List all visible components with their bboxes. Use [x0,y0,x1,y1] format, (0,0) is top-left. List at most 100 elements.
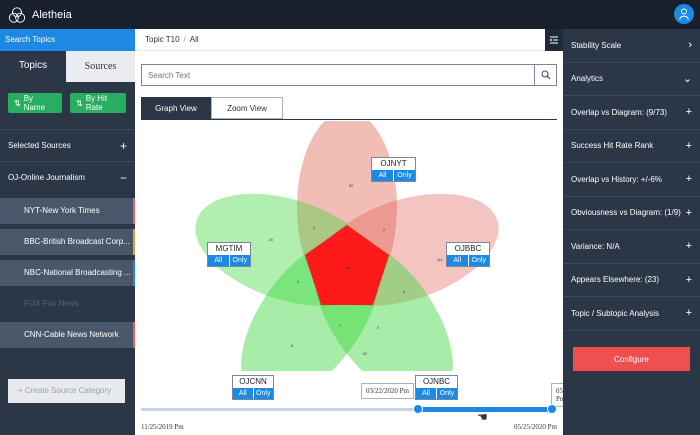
venn-shapes: 104 60 116 52 8 20 3 2 4 7 0 0 7 [195,111,499,403]
only-button[interactable]: Only [436,388,457,399]
create-source-category-button[interactable]: + Create Source Category [8,379,125,403]
overlap-vs-diagram-item[interactable]: Overlap vs Diagram: (9/73) + [563,96,700,130]
selected-sources-row[interactable]: Selected Sources + [0,129,135,161]
all-button[interactable]: All [447,255,468,266]
timeline-slider: 03/22/2020 Pm 05/25/2020 Pm ☚ 11/25/2019… [141,380,593,435]
venn-label-ojnbc: OJNBC All Only [415,375,458,400]
all-button[interactable]: All [416,388,436,399]
timeline-end-date: 05/25/2020 Pm [514,423,557,431]
range-start-handle[interactable] [413,404,424,414]
top-bar: Aletheia [0,0,700,29]
plus-icon[interactable]: + [685,206,692,219]
source-accent-bar [133,198,135,224]
chevron-down-icon[interactable]: ⌄ [682,73,692,86]
venn-diagram: 104 60 116 52 8 20 3 2 4 7 0 0 7 OJNYT A… [135,111,563,403]
success-hit-rate-item[interactable]: Success Hit Rate Rank + [563,130,700,163]
venn-label-ojnyt: OJNYT All Only [371,157,416,182]
logo-icon [8,6,26,23]
venn-region-counts: 104 60 116 52 8 20 3 2 4 7 0 0 7 [269,184,443,356]
tab-sources[interactable]: Sources [66,51,135,82]
sort-row: ⇅ By Name ⇅ By Hit Rate [0,82,135,129]
plus-icon[interactable]: + [685,273,692,286]
sort-by-name-button[interactable]: ⇅ By Name [8,93,62,113]
topic-subtopic-item[interactable]: Topic / Subtopic Analysis + [563,297,700,331]
source-accent-bar [133,260,135,286]
sort-by-hit-rate-button[interactable]: ⇅ By Hit Rate [70,93,126,113]
only-button[interactable]: Only [467,255,489,266]
plus-icon[interactable]: + [685,307,692,320]
source-item-bbc[interactable]: BBC-British Broadcast Corp... [0,229,135,255]
category-row[interactable]: OJ-Online Journalism − [0,161,135,193]
only-button[interactable]: Only [393,170,415,181]
breadcrumb-section[interactable]: All [189,35,199,44]
tab-topics[interactable]: Topics [0,51,66,82]
search-box [141,64,557,86]
sidebar-tabs: Topics Sources [0,51,135,82]
appears-elsewhere-item[interactable]: Appears Elsewhere: (23) + [563,264,700,297]
svg-text:8: 8 [291,344,293,348]
breadcrumb: Topic T10/All [135,29,563,51]
source-item-cnn[interactable]: CNN-Cable News Network [0,322,135,348]
venn-label-mgtim: MGTIM All Only [207,242,251,267]
source-item-fox[interactable]: FOX-Fox News [0,291,135,317]
source-item-nbc[interactable]: NBC-National Broadcasting ... [0,260,135,286]
range-start-tooltip: 03/22/2020 Pm [361,383,414,399]
breadcrumb-topic[interactable]: Topic T10 [145,35,180,44]
source-item-nyt[interactable]: NYT-New York Times [0,198,135,224]
svg-text:20: 20 [269,238,273,242]
timeline-selected-range [418,407,552,412]
sort-icon: ⇅ [76,98,83,108]
venn-center-region [305,225,389,305]
svg-text:0: 0 [377,326,379,330]
range-end-handle[interactable] [547,404,557,414]
menu-icon[interactable] [545,29,563,51]
svg-text:52: 52 [363,352,367,356]
analytics-item[interactable]: Analytics ⌄ [563,63,700,96]
search-icon[interactable] [534,65,556,85]
chevron-right-icon[interactable]: › [688,39,692,52]
plus-icon[interactable]: + [685,139,692,152]
user-icon[interactable] [674,4,694,24]
tab-zoom-view[interactable]: Zoom View [211,97,283,119]
obviousness-item[interactable]: Obviousness vs Diagram: (1/9) + [563,197,700,230]
plus-icon[interactable]: + [685,106,692,119]
svg-text:7: 7 [339,324,341,328]
svg-text:60: 60 [349,184,353,188]
breadcrumb-separator: / [183,35,186,44]
stability-scale-item[interactable]: Stability Scale › [563,29,700,63]
configure-button[interactable]: Configure [573,347,690,371]
only-button[interactable]: Only [228,255,250,266]
tab-graph-view[interactable]: Graph View [141,97,211,119]
svg-text:3: 3 [313,226,315,230]
venn-label-ojbbc: OJBBC All Only [446,242,490,267]
all-button[interactable]: All [233,388,253,399]
minus-icon[interactable]: − [119,170,127,185]
timeline-track[interactable] [141,408,557,411]
all-button[interactable]: All [372,170,393,181]
search-topics[interactable]: Search Topics [0,29,135,51]
search-input[interactable] [142,65,532,85]
svg-text:7: 7 [325,244,327,248]
source-accent-bar [133,322,135,348]
plus-icon[interactable]: + [685,173,692,186]
variance-item[interactable]: Variance: N/A + [563,230,700,264]
source-accent-bar [133,229,135,255]
main-panel: Topic T10/All Graph View Zoom View 104 [135,29,593,435]
sort-icon: ⇅ [14,98,21,108]
svg-text:116: 116 [437,258,443,262]
left-sidebar: Search Topics Topics Sources ⇅ By Name ⇅… [0,29,135,435]
svg-text:4: 4 [403,290,405,294]
drag-cursor-icon: ☚ [477,410,488,424]
all-button[interactable]: All [208,255,229,266]
svg-text:2: 2 [383,228,385,232]
plus-icon[interactable]: + [685,240,692,253]
overlap-vs-history-item[interactable]: Overlap vs History: +/-6% + [563,163,700,197]
svg-text:104: 104 [345,266,351,270]
timeline-start-date: 11/25/2019 Pm [141,423,184,431]
right-panel: Stability Scale › Analytics ⌄ Overlap vs D… [563,29,700,435]
view-tabs: Graph View Zoom View [141,97,283,119]
divider [141,119,557,120]
only-button[interactable]: Only [252,388,273,399]
plus-icon[interactable]: + [119,138,127,153]
venn-label-ojcnn: OJCNN All Only [232,375,274,400]
